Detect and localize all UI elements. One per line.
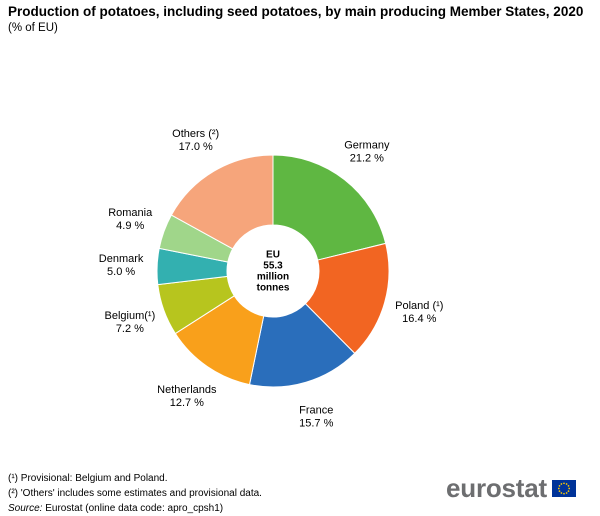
flag-star: [563, 492, 565, 495]
flag-star: [567, 484, 570, 487]
source-line: Source: Eurostat (online data code: apro…: [8, 501, 262, 516]
center-label-line: EU: [266, 250, 280, 261]
flag-star: [565, 482, 568, 485]
flag-star: [568, 487, 571, 489]
slice-poland: [304, 242, 390, 355]
flag-star: [565, 491, 568, 494]
slice-label-germany: Germany 21.2 %: [344, 139, 390, 164]
source-text: Eurostat (online data code: apro_cpsh1): [42, 503, 224, 514]
chart-subtitle: (% of EU): [8, 22, 58, 34]
slice-label-denmark: Denmark 5.0 %: [99, 253, 144, 278]
footnotes: (¹) Provisional: Belgium and Poland. (²)…: [8, 471, 262, 516]
source-label: Source:: [8, 503, 43, 514]
center-label-line: tonnes: [257, 283, 290, 294]
logo-text: eurostat: [446, 473, 547, 503]
footnote-others: (²) 'Others' includes some estimates and…: [8, 488, 262, 499]
slice-label-romania: Romania 4.9 %: [108, 207, 153, 232]
slice-germany: [272, 154, 387, 261]
flag-star: [563, 481, 565, 484]
flag-star: [558, 489, 561, 492]
center-label-line: million: [257, 272, 289, 283]
eurostat-logo: eurostat: [446, 474, 576, 502]
flag-star: [560, 491, 563, 494]
slice-others: [170, 154, 274, 250]
center-label-line: 55.3: [263, 261, 283, 272]
slice-label-france: France 15.7 %: [299, 405, 333, 430]
slice-label-others: Others (²) 17.0 %: [172, 128, 219, 153]
flag-star: [560, 482, 563, 485]
flag-star: [567, 489, 570, 492]
slice-label-poland: Poland (¹) 16.4 %: [395, 300, 443, 325]
donut-chart: Germany 21.2 % Poland (¹) 16.4 % France 15.7 …: [99, 128, 444, 430]
slice-label-belgium: Belgium(¹) 7.2 %: [105, 310, 156, 335]
eu-flag-icon: [551, 479, 576, 497]
slice-label-netherlands: Netherlands 12.7 %: [157, 384, 217, 409]
chart-title: Production of potatoes, including seed p…: [8, 4, 584, 19]
footnote-provisional: (¹) Provisional: Belgium and Poland.: [8, 473, 168, 484]
flag-star: [557, 487, 560, 489]
flag-star: [558, 484, 561, 487]
